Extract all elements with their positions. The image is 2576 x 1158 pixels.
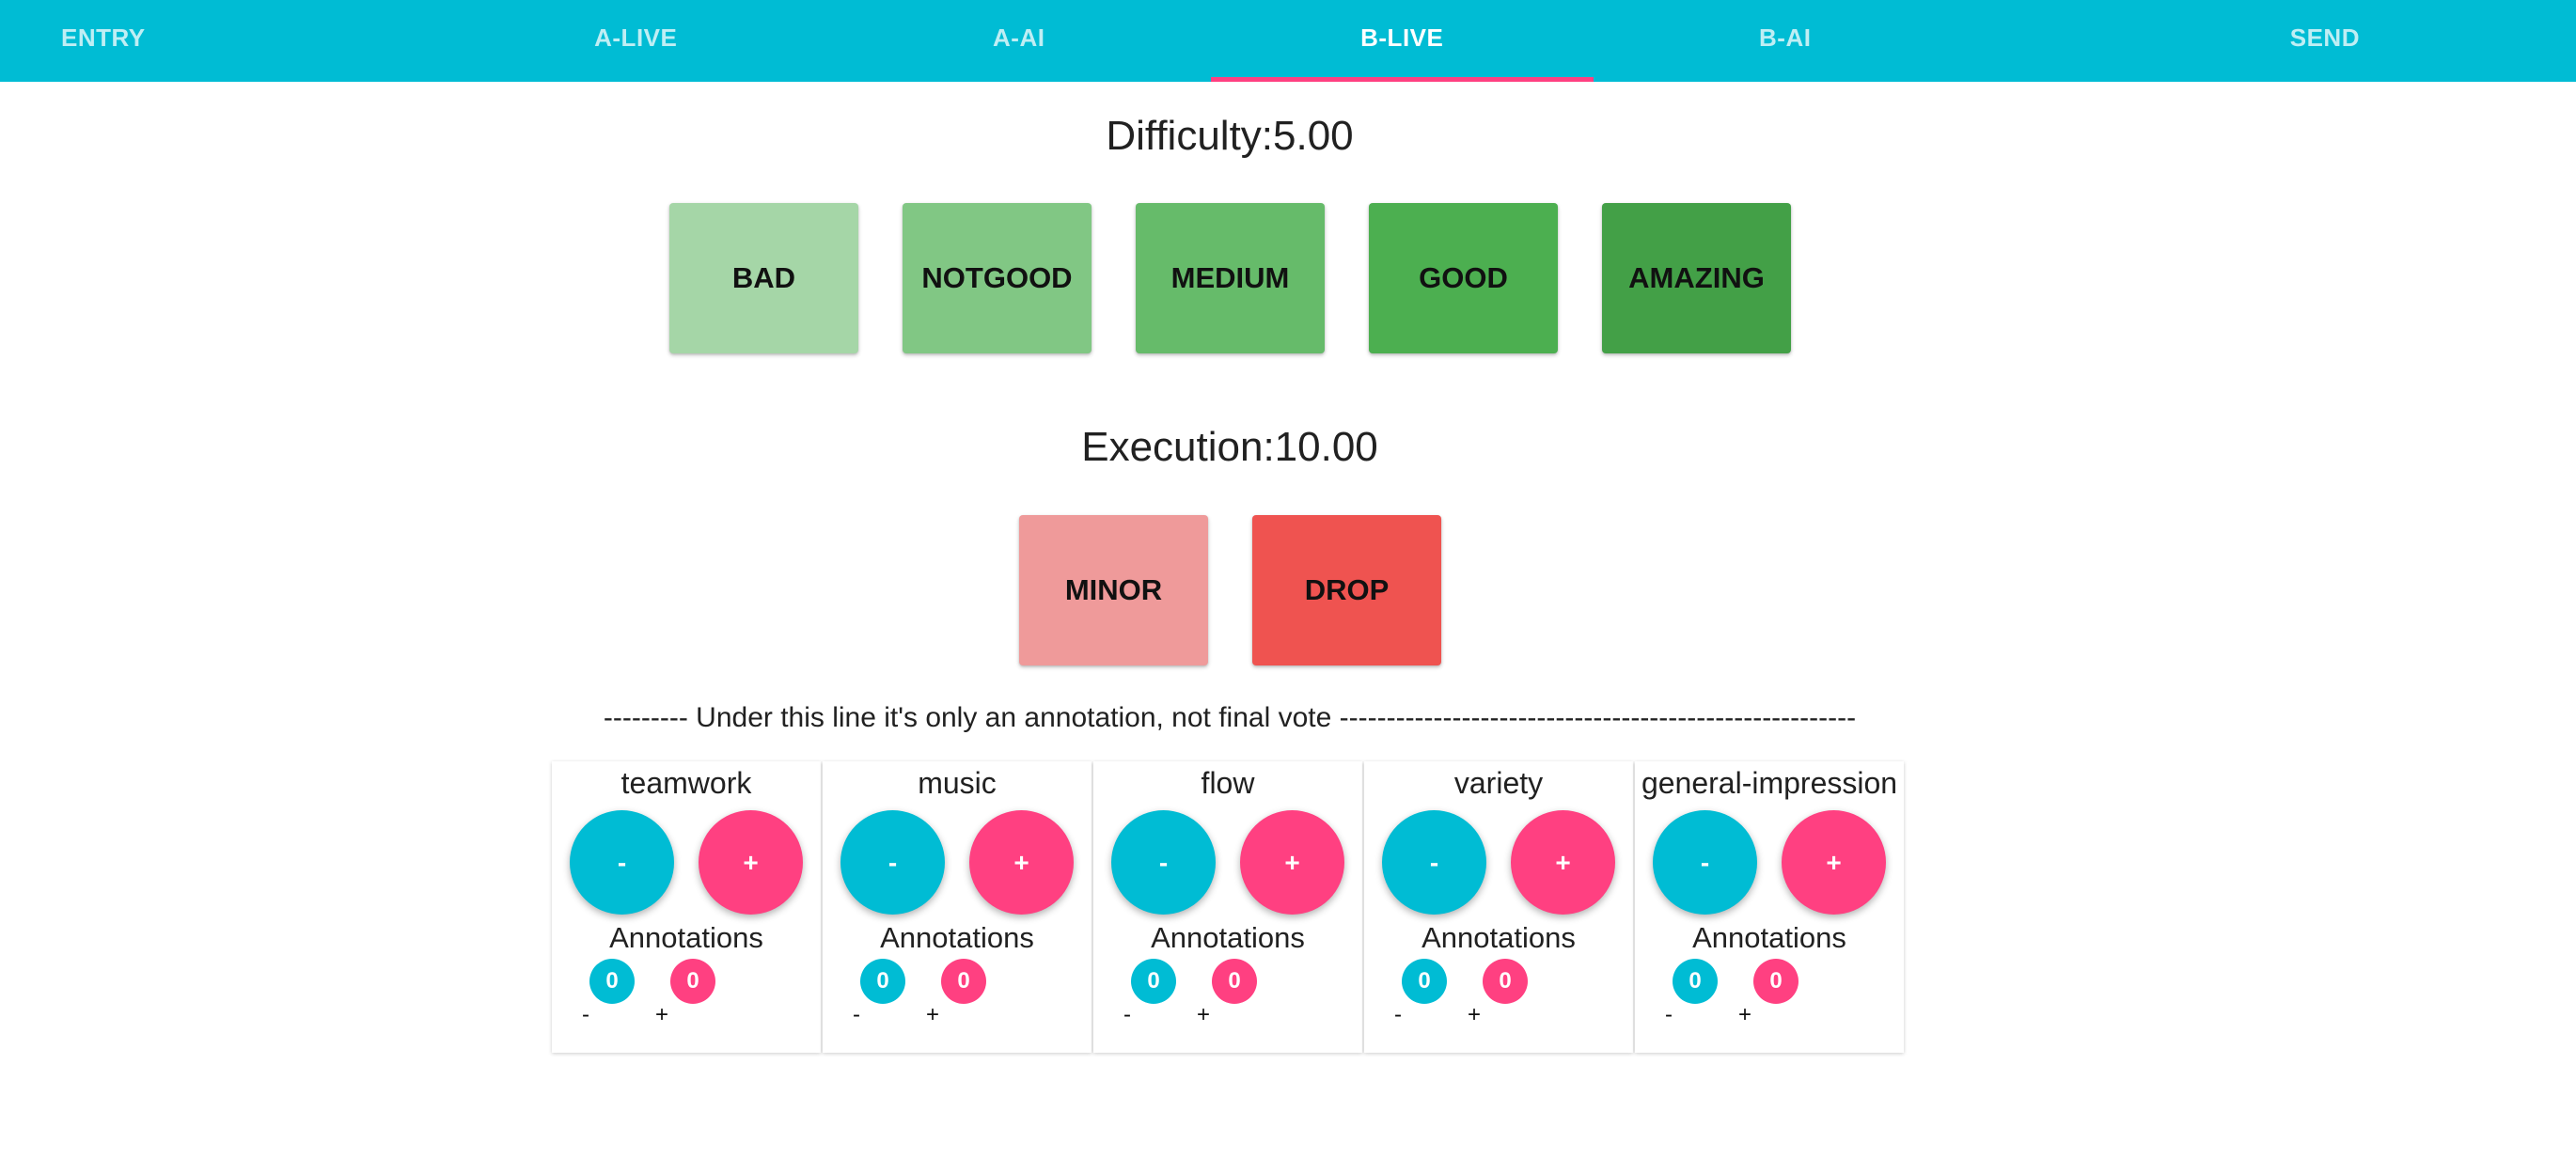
tab-send[interactable]: SEND: [1977, 0, 2576, 75]
variety-minus-button[interactable]: -: [1382, 810, 1486, 915]
difficulty-title: Difficulty:5.00: [1106, 113, 1354, 159]
execution-minor-button[interactable]: MINOR: [1019, 515, 1208, 665]
annotation-divider-note: --------- Under this line it's only an a…: [603, 702, 1857, 733]
plus-count-caption: +: [655, 1002, 669, 1027]
annotations-label: Annotations: [1692, 921, 1846, 954]
card-title: general-impression: [1641, 766, 1898, 800]
general-impression-plus-button[interactable]: +: [1782, 810, 1886, 915]
general-impression-minus-count-badge: 0: [1673, 959, 1718, 1004]
variety-plus-button[interactable]: +: [1511, 810, 1615, 915]
plus-count-caption: +: [1468, 1002, 1482, 1027]
tab-label: ENTRY: [61, 23, 146, 52]
card-title: flow: [1201, 766, 1255, 800]
minus-count-caption: -: [853, 1002, 860, 1027]
plus-count-caption: +: [926, 1002, 940, 1027]
tab-label: SEND: [2289, 23, 2360, 52]
tab-indicator: [0, 77, 445, 82]
variety-plus-count-badge: 0: [1483, 959, 1528, 1004]
top-tab-bar: ENTRY A-LIVE A-AI B-LIVE B-AI SEND: [0, 0, 2576, 82]
annotation-card-variety: variety - + Annotations 0 0 - +: [1364, 761, 1633, 1053]
annotation-cards: teamwork - + Annotations 0 0 - + music -…: [552, 761, 1906, 1053]
general-impression-minus-button[interactable]: -: [1653, 810, 1757, 915]
annotation-card-teamwork: teamwork - + Annotations 0 0 - +: [552, 761, 821, 1053]
variety-minus-count-badge: 0: [1402, 959, 1447, 1004]
annotation-card-music: music - + Annotations 0 0 - +: [823, 761, 1092, 1053]
annotation-card-general-impression: general-impression - + Annotations 0 0 -…: [1635, 761, 1904, 1053]
flow-minus-button[interactable]: -: [1111, 810, 1216, 915]
difficulty-notgood-button[interactable]: NOTGOOD: [903, 203, 1092, 353]
annotations-label: Annotations: [609, 921, 763, 954]
teamwork-minus-count-badge: 0: [589, 959, 635, 1004]
tab-indicator: [1594, 77, 1977, 82]
tab-b-live[interactable]: B-LIVE: [1210, 0, 1594, 82]
difficulty-medium-button[interactable]: MEDIUM: [1136, 203, 1325, 353]
tab-active-indicator: [1210, 77, 1594, 82]
minus-count-caption: -: [1394, 1002, 1402, 1027]
music-plus-count-badge: 0: [941, 959, 986, 1004]
tab-label: B-AI: [1759, 23, 1812, 52]
tab-a-live[interactable]: A-LIVE: [445, 0, 828, 75]
execution-button-row: MINOR DROP: [1019, 515, 1441, 665]
teamwork-plus-count-badge: 0: [670, 959, 715, 1004]
plus-count-caption: +: [1197, 1002, 1211, 1027]
plus-count-caption: +: [1738, 1002, 1752, 1027]
minus-count-caption: -: [582, 1002, 589, 1027]
tab-indicator: [1977, 77, 2576, 82]
minus-count-caption: -: [1665, 1002, 1673, 1027]
tab-indicator: [827, 77, 1211, 82]
flow-plus-count-badge: 0: [1212, 959, 1257, 1004]
music-minus-count-badge: 0: [860, 959, 905, 1004]
tab-label: A-LIVE: [594, 23, 678, 52]
execution-drop-button[interactable]: DROP: [1252, 515, 1441, 665]
execution-title: Execution:10.00: [1081, 424, 1378, 470]
difficulty-amazing-button[interactable]: AMAZING: [1602, 203, 1791, 353]
flow-minus-count-badge: 0: [1131, 959, 1176, 1004]
flow-plus-button[interactable]: +: [1240, 810, 1344, 915]
tab-b-ai[interactable]: B-AI: [1594, 0, 1977, 75]
minus-count-caption: -: [1123, 1002, 1131, 1027]
card-title: teamwork: [620, 766, 752, 800]
tab-a-ai[interactable]: A-AI: [827, 0, 1211, 75]
general-impression-plus-count-badge: 0: [1753, 959, 1798, 1004]
difficulty-good-button[interactable]: GOOD: [1369, 203, 1558, 353]
tab-label: A-AI: [993, 23, 1045, 52]
tab-entry[interactable]: ENTRY: [0, 0, 445, 75]
annotations-label: Annotations: [1422, 921, 1576, 954]
tab-label: B-LIVE: [1360, 23, 1444, 52]
annotations-label: Annotations: [880, 921, 1034, 954]
teamwork-minus-button[interactable]: -: [570, 810, 674, 915]
teamwork-plus-button[interactable]: +: [699, 810, 803, 915]
annotation-card-flow: flow - + Annotations 0 0 - +: [1093, 761, 1362, 1053]
tab-indicator: [445, 77, 828, 82]
card-title: music: [918, 766, 997, 800]
card-title: variety: [1453, 766, 1544, 800]
difficulty-bad-button[interactable]: BAD: [669, 203, 858, 353]
difficulty-button-row: BAD NOTGOOD MEDIUM GOOD AMAZING: [669, 203, 1791, 353]
music-plus-button[interactable]: +: [969, 810, 1074, 915]
music-minus-button[interactable]: -: [840, 810, 945, 915]
annotations-label: Annotations: [1151, 921, 1305, 954]
